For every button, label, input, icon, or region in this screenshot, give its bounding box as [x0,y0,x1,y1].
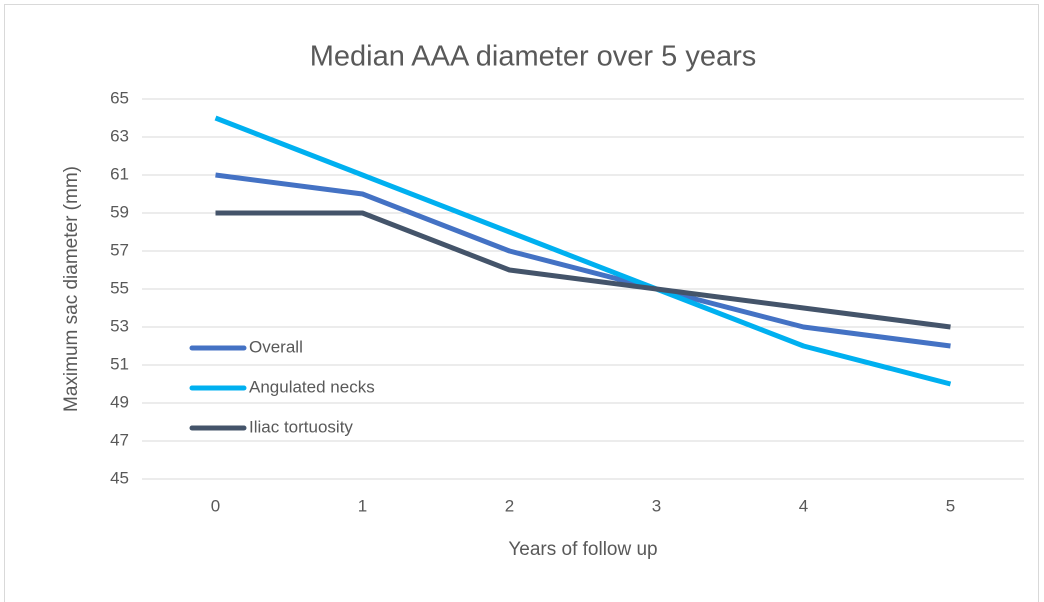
x-tick-label: 0 [211,496,220,515]
y-tick-label: 63 [110,126,129,145]
y-tick-label: 61 [110,164,129,183]
x-tick-label: 4 [799,496,808,515]
legend-label: Overall [249,337,303,356]
y-axis-label: Maximum sac diameter (mm) [61,166,82,412]
x-axis-label: Years of follow up [508,539,657,560]
legend-label: Angulated necks [249,377,375,396]
y-tick-label: 51 [110,354,129,373]
y-tick-label: 53 [110,316,129,335]
x-tick-label: 3 [652,496,661,515]
y-tick-label: 55 [110,278,129,297]
y-tick-label: 65 [110,88,129,107]
x-tick-label: 1 [358,496,367,515]
y-tick-label: 49 [110,392,129,411]
series-line [215,172,951,349]
x-tick-label: 2 [505,496,514,515]
x-tick-label: 5 [946,496,955,515]
legend-label: Iliac tortuosity [249,417,353,436]
y-tick-label: 45 [110,468,129,487]
y-tick-label: 59 [110,202,129,221]
series-line [215,210,951,330]
chart-title: Median AAA diameter over 5 years [310,41,757,73]
y-tick-label: 57 [110,240,129,259]
chart-border [4,4,1039,602]
series-line [214,115,952,387]
y-tick-label: 47 [110,430,129,449]
